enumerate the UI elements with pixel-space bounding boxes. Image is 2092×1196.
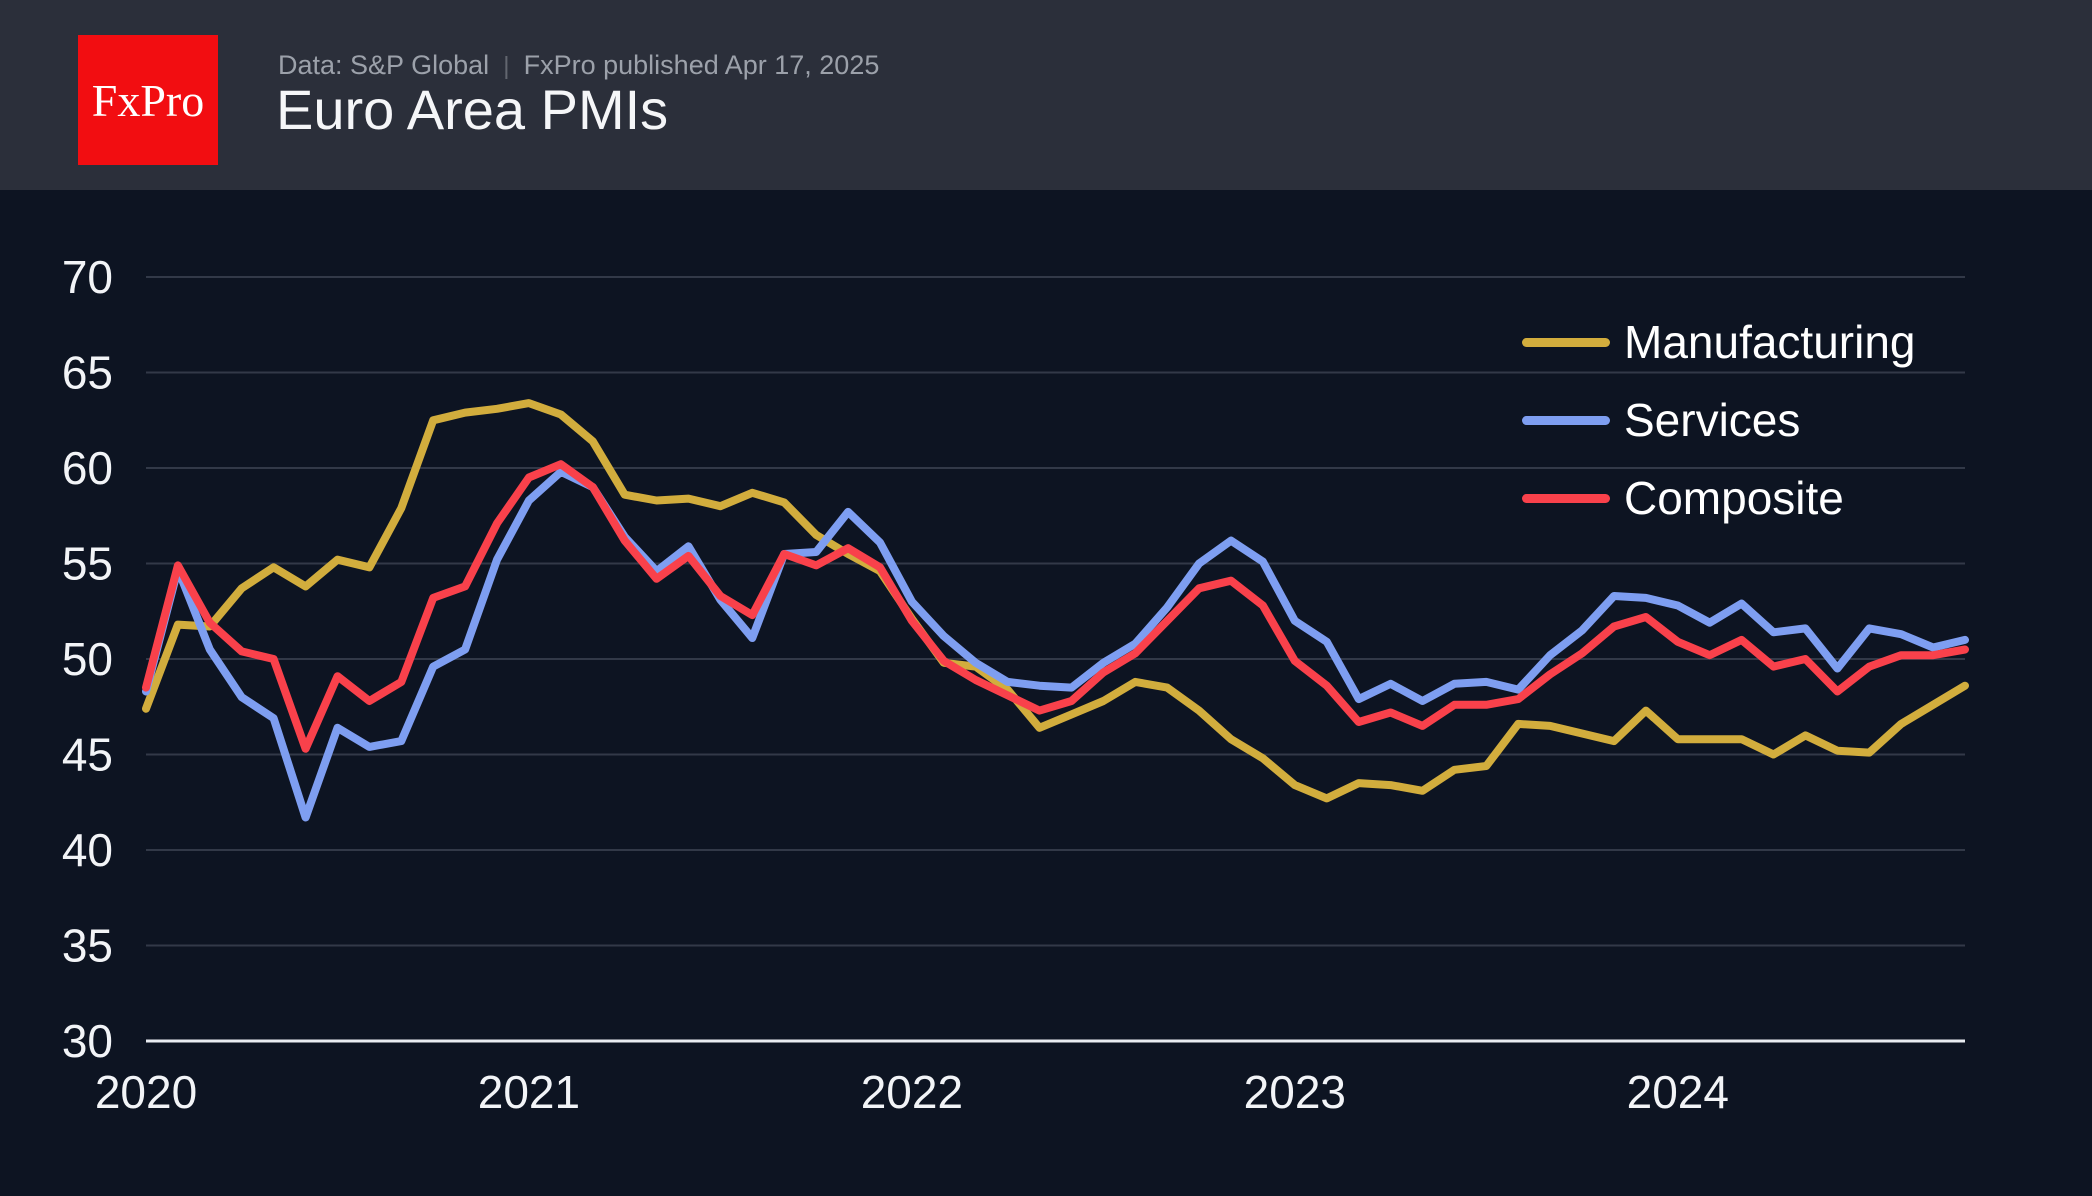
x-tick-label: 2022	[861, 1066, 963, 1118]
x-tick-label: 2024	[1627, 1066, 1729, 1118]
series-line-services	[142, 467, 1969, 822]
y-tick-label: 45	[62, 729, 113, 781]
composite-swatch	[1522, 493, 1610, 503]
y-tick-label: 70	[62, 251, 113, 303]
series-line-composite	[142, 460, 1969, 753]
legend-item-manufacturing: Manufacturing	[1522, 303, 1916, 381]
legend-label: Composite	[1624, 472, 1844, 524]
chart-source-line: Data: S&P Global | FxPro published Apr 17,…	[278, 52, 879, 79]
y-tick-label: 30	[62, 1015, 113, 1067]
published-text: FxPro published Apr 17, 2025	[523, 50, 880, 80]
legend-label: Services	[1624, 394, 1801, 446]
y-tick-label: 60	[62, 442, 113, 494]
y-tick-label: 55	[62, 538, 113, 590]
series-line-manufacturing	[142, 399, 1969, 803]
data-source-text: Data: S&P Global	[278, 50, 490, 80]
x-tick-label: 2020	[95, 1066, 197, 1118]
header-band: FxPro Data: S&P Global | FxPro published A…	[0, 0, 2092, 190]
legend-item-services: Services	[1522, 381, 1916, 459]
fxpro-logo-text: FxPro	[91, 74, 205, 126]
manufacturing-swatch	[1522, 337, 1610, 347]
page-title: Euro Area PMIs	[276, 78, 669, 141]
fxpro-logo: FxPro	[78, 35, 218, 165]
y-tick-label: 50	[62, 633, 113, 685]
y-tick-label: 65	[62, 347, 113, 399]
x-tick-label: 2021	[478, 1066, 580, 1118]
legend: Manufacturing Services Composite	[1522, 303, 1916, 537]
legend-label: Manufacturing	[1624, 316, 1916, 368]
legend-item-composite: Composite	[1522, 459, 1916, 537]
y-tick-label: 35	[62, 920, 113, 972]
y-tick-label: 40	[62, 824, 113, 876]
services-swatch	[1522, 415, 1610, 425]
x-tick-label: 2023	[1244, 1066, 1346, 1118]
source-separator: |	[503, 52, 510, 80]
